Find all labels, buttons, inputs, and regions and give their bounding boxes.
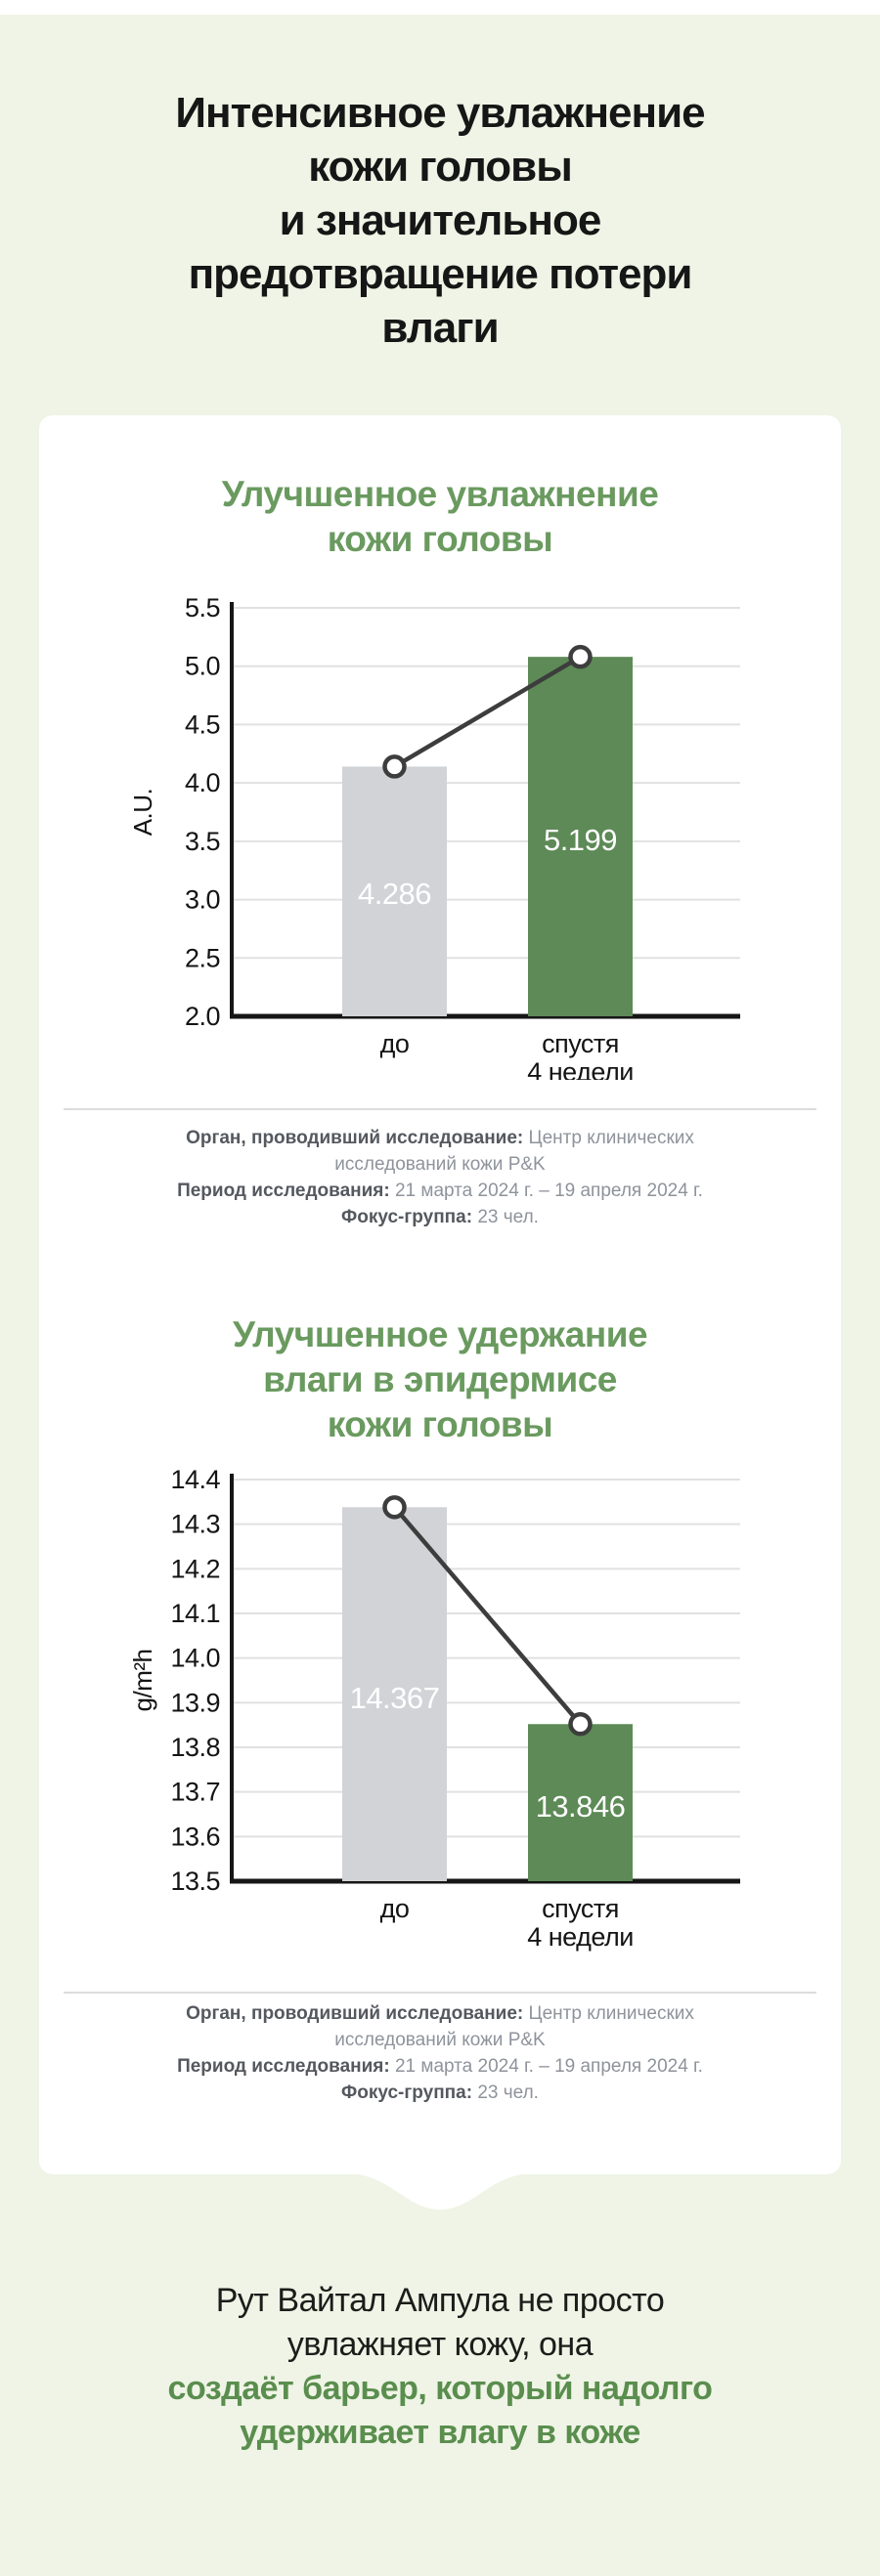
- study-info-value: Центр клинических исследований кожи P&K: [334, 1128, 694, 1175]
- y-tick-label: 3.5: [185, 827, 220, 856]
- page-title: Интенсивное увлажнение кожи головы и зна…: [175, 89, 705, 352]
- y-tick-label: 3.0: [185, 885, 220, 915]
- y-tick-label: 13.8: [170, 1733, 220, 1762]
- study-info-value: Центр клинических исследований кожи P&K: [334, 2003, 694, 2050]
- study-info-line: Фокус-группа: 23 чел.: [147, 2080, 733, 2106]
- results-card: Улучшенное увлажнение кожи головы 5.5 5.0…: [39, 415, 841, 2210]
- chart2-title: Улучшенное удержание влаги в эпидермисе …: [232, 1314, 648, 1444]
- trend-line: [392, 1505, 583, 1726]
- y-tick-label: 13.5: [170, 1867, 220, 1896]
- x-tick-label: спустя: [542, 1894, 619, 1923]
- study-info-label: Орган, проводивший исследование:: [186, 1128, 529, 1148]
- scalp-hydration-chart: 5.5 5.0 4.5 4.0 3.5 3.0 2.5 2.0 A.U. 4.286 5.199 до…: [128, 593, 740, 1080]
- y-tick-label: 5.5: [185, 593, 220, 623]
- study-info-label: Фокус-группа:: [341, 1207, 478, 1227]
- y-tick-label: 4.0: [185, 768, 220, 797]
- x-tick-label: до: [380, 1029, 410, 1058]
- study-info: Орган, проводивший исследование: Центр к…: [147, 2000, 733, 2106]
- bar-value-label: 4.286: [358, 877, 431, 911]
- study-info-line: Орган, проводивший исследование: Центр к…: [147, 2000, 733, 2053]
- y-tick-label: 14.0: [170, 1644, 220, 1673]
- y-tick-label: 14.4: [170, 1465, 220, 1494]
- study-info-value: 21 марта 2024 г. – 19 апреля 2024 г.: [394, 2056, 703, 2077]
- y-tick-label: 13.6: [170, 1822, 220, 1851]
- data-point-marker: [568, 1712, 593, 1737]
- bar-value-label: 14.367: [350, 1681, 440, 1715]
- y-tick-label: 14.1: [170, 1599, 220, 1628]
- study-info-value: 23 чел.: [477, 2082, 539, 2103]
- top-white-strip: [0, 0, 880, 15]
- study-info-line: Период исследования: 21 марта 2024 г. – …: [147, 2053, 733, 2080]
- y-tick-label: 14.2: [170, 1554, 220, 1583]
- x-tick-label: 4 недели: [527, 1057, 634, 1080]
- speech-bubble-tail: [347, 2173, 533, 2210]
- bar-after: [528, 657, 633, 1016]
- chart1-title: Улучшенное увлажнение кожи головы: [221, 474, 659, 559]
- bar-value-label: 13.846: [536, 1789, 626, 1824]
- study-info-label: Орган, проводивший исследование:: [186, 2003, 529, 2024]
- divider: [64, 1992, 816, 1994]
- study-info-label: Период исследования:: [177, 2056, 395, 2077]
- data-point-marker: [382, 754, 407, 779]
- study-info-line: Орган, проводивший исследование: Центр к…: [147, 1125, 733, 1178]
- y-tick-label: 2.0: [185, 1002, 220, 1031]
- data-point-marker: [382, 1495, 407, 1520]
- x-tick-label: до: [380, 1894, 410, 1923]
- conclusion-dark-text: Рут Вайтал Ампула не просто увлажняет ко…: [215, 2282, 665, 2363]
- study-info-label: Фокус-группа:: [341, 2082, 478, 2103]
- study-info-line: Фокус-группа: 23 чел.: [147, 1204, 733, 1230]
- y-tick-label: 4.5: [185, 709, 220, 739]
- y-tick-label: 13.7: [170, 1778, 220, 1807]
- moisture-retention-chart: 14.4 14.3 14.2 14.1 14.0 13.9 13.8 13.7 13.6 13.5…: [128, 1465, 740, 1952]
- y-axis-title: A.U.: [128, 789, 157, 837]
- y-tick-label: 2.5: [185, 943, 220, 972]
- study-info-line: Период исследования: 21 марта 2024 г. – …: [147, 1178, 733, 1204]
- y-tick-label: 5.0: [185, 652, 220, 681]
- study-info-value: 23 чел.: [477, 1207, 539, 1227]
- divider: [64, 1108, 816, 1110]
- bar-after: [528, 1724, 633, 1881]
- x-tick-label: 4 недели: [527, 1922, 634, 1952]
- bar-before: [342, 1507, 447, 1881]
- data-point-marker: [568, 644, 593, 669]
- conclusion-green-text: создаёт барьер, который надолго удержива…: [167, 2370, 713, 2451]
- study-info-value: 21 марта 2024 г. – 19 апреля 2024 г.: [394, 1181, 703, 1201]
- bar-before: [342, 766, 447, 1016]
- y-axis-title: g/m²h: [128, 1650, 157, 1712]
- study-info-label: Период исследования:: [177, 1181, 395, 1201]
- y-tick-label: 14.3: [170, 1510, 220, 1539]
- bar-value-label: 5.199: [544, 823, 617, 857]
- x-tick-label: спустя: [542, 1029, 619, 1058]
- conclusion-text: Рут Вайтал Ампула не просто увлажняет ко…: [0, 2279, 880, 2455]
- y-tick-label: 13.9: [170, 1688, 220, 1717]
- study-info: Орган, проводивший исследование: Центр к…: [147, 1125, 733, 1230]
- trend-line: [393, 655, 582, 769]
